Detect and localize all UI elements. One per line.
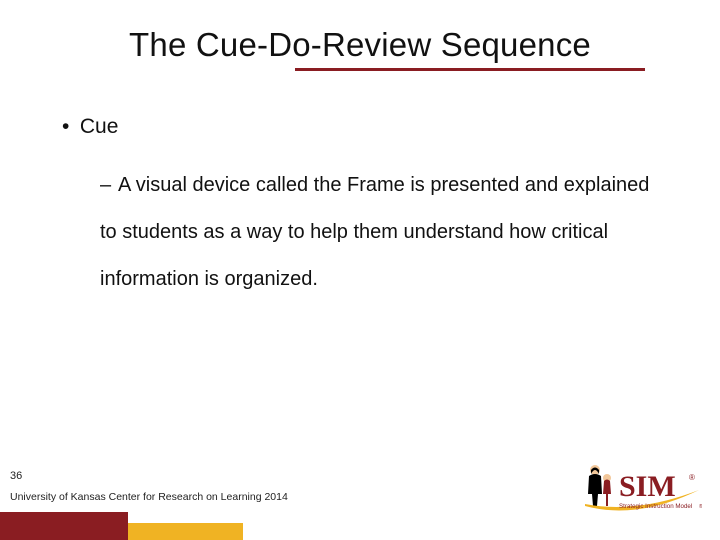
bullet-level-1: • Cue bbox=[62, 115, 118, 139]
bullet-l1-text: Cue bbox=[80, 115, 119, 138]
slide-title: The Cue-Do-Review Sequence bbox=[129, 26, 591, 64]
registered-mark: ® bbox=[689, 473, 695, 482]
bullet-l2-text: A visual device called the Frame is pres… bbox=[100, 174, 649, 290]
footer-bar-dark bbox=[0, 512, 128, 540]
bullet-marker: – bbox=[100, 162, 118, 209]
slide-number: 36 bbox=[10, 470, 22, 482]
logo-wordmark: SIM bbox=[619, 470, 676, 503]
bullet-marker: • bbox=[62, 115, 74, 139]
bullet-level-2: –A visual device called the Frame is pre… bbox=[100, 162, 665, 303]
footer-bars bbox=[0, 512, 260, 540]
figure-adult-icon bbox=[588, 465, 602, 506]
title-wrap: The Cue-Do-Review Sequence bbox=[0, 26, 720, 71]
figure-child-icon bbox=[603, 474, 611, 506]
title-underline bbox=[295, 68, 645, 71]
logo-tagline: Strategic Instruction Model bbox=[619, 503, 692, 510]
svg-text:®: ® bbox=[699, 503, 702, 510]
footer-text: University of Kansas Center for Research… bbox=[10, 491, 288, 503]
sim-logo: SIM ® Strategic Instruction Model ® bbox=[577, 460, 702, 518]
slide: The Cue-Do-Review Sequence • Cue –A visu… bbox=[0, 0, 720, 540]
